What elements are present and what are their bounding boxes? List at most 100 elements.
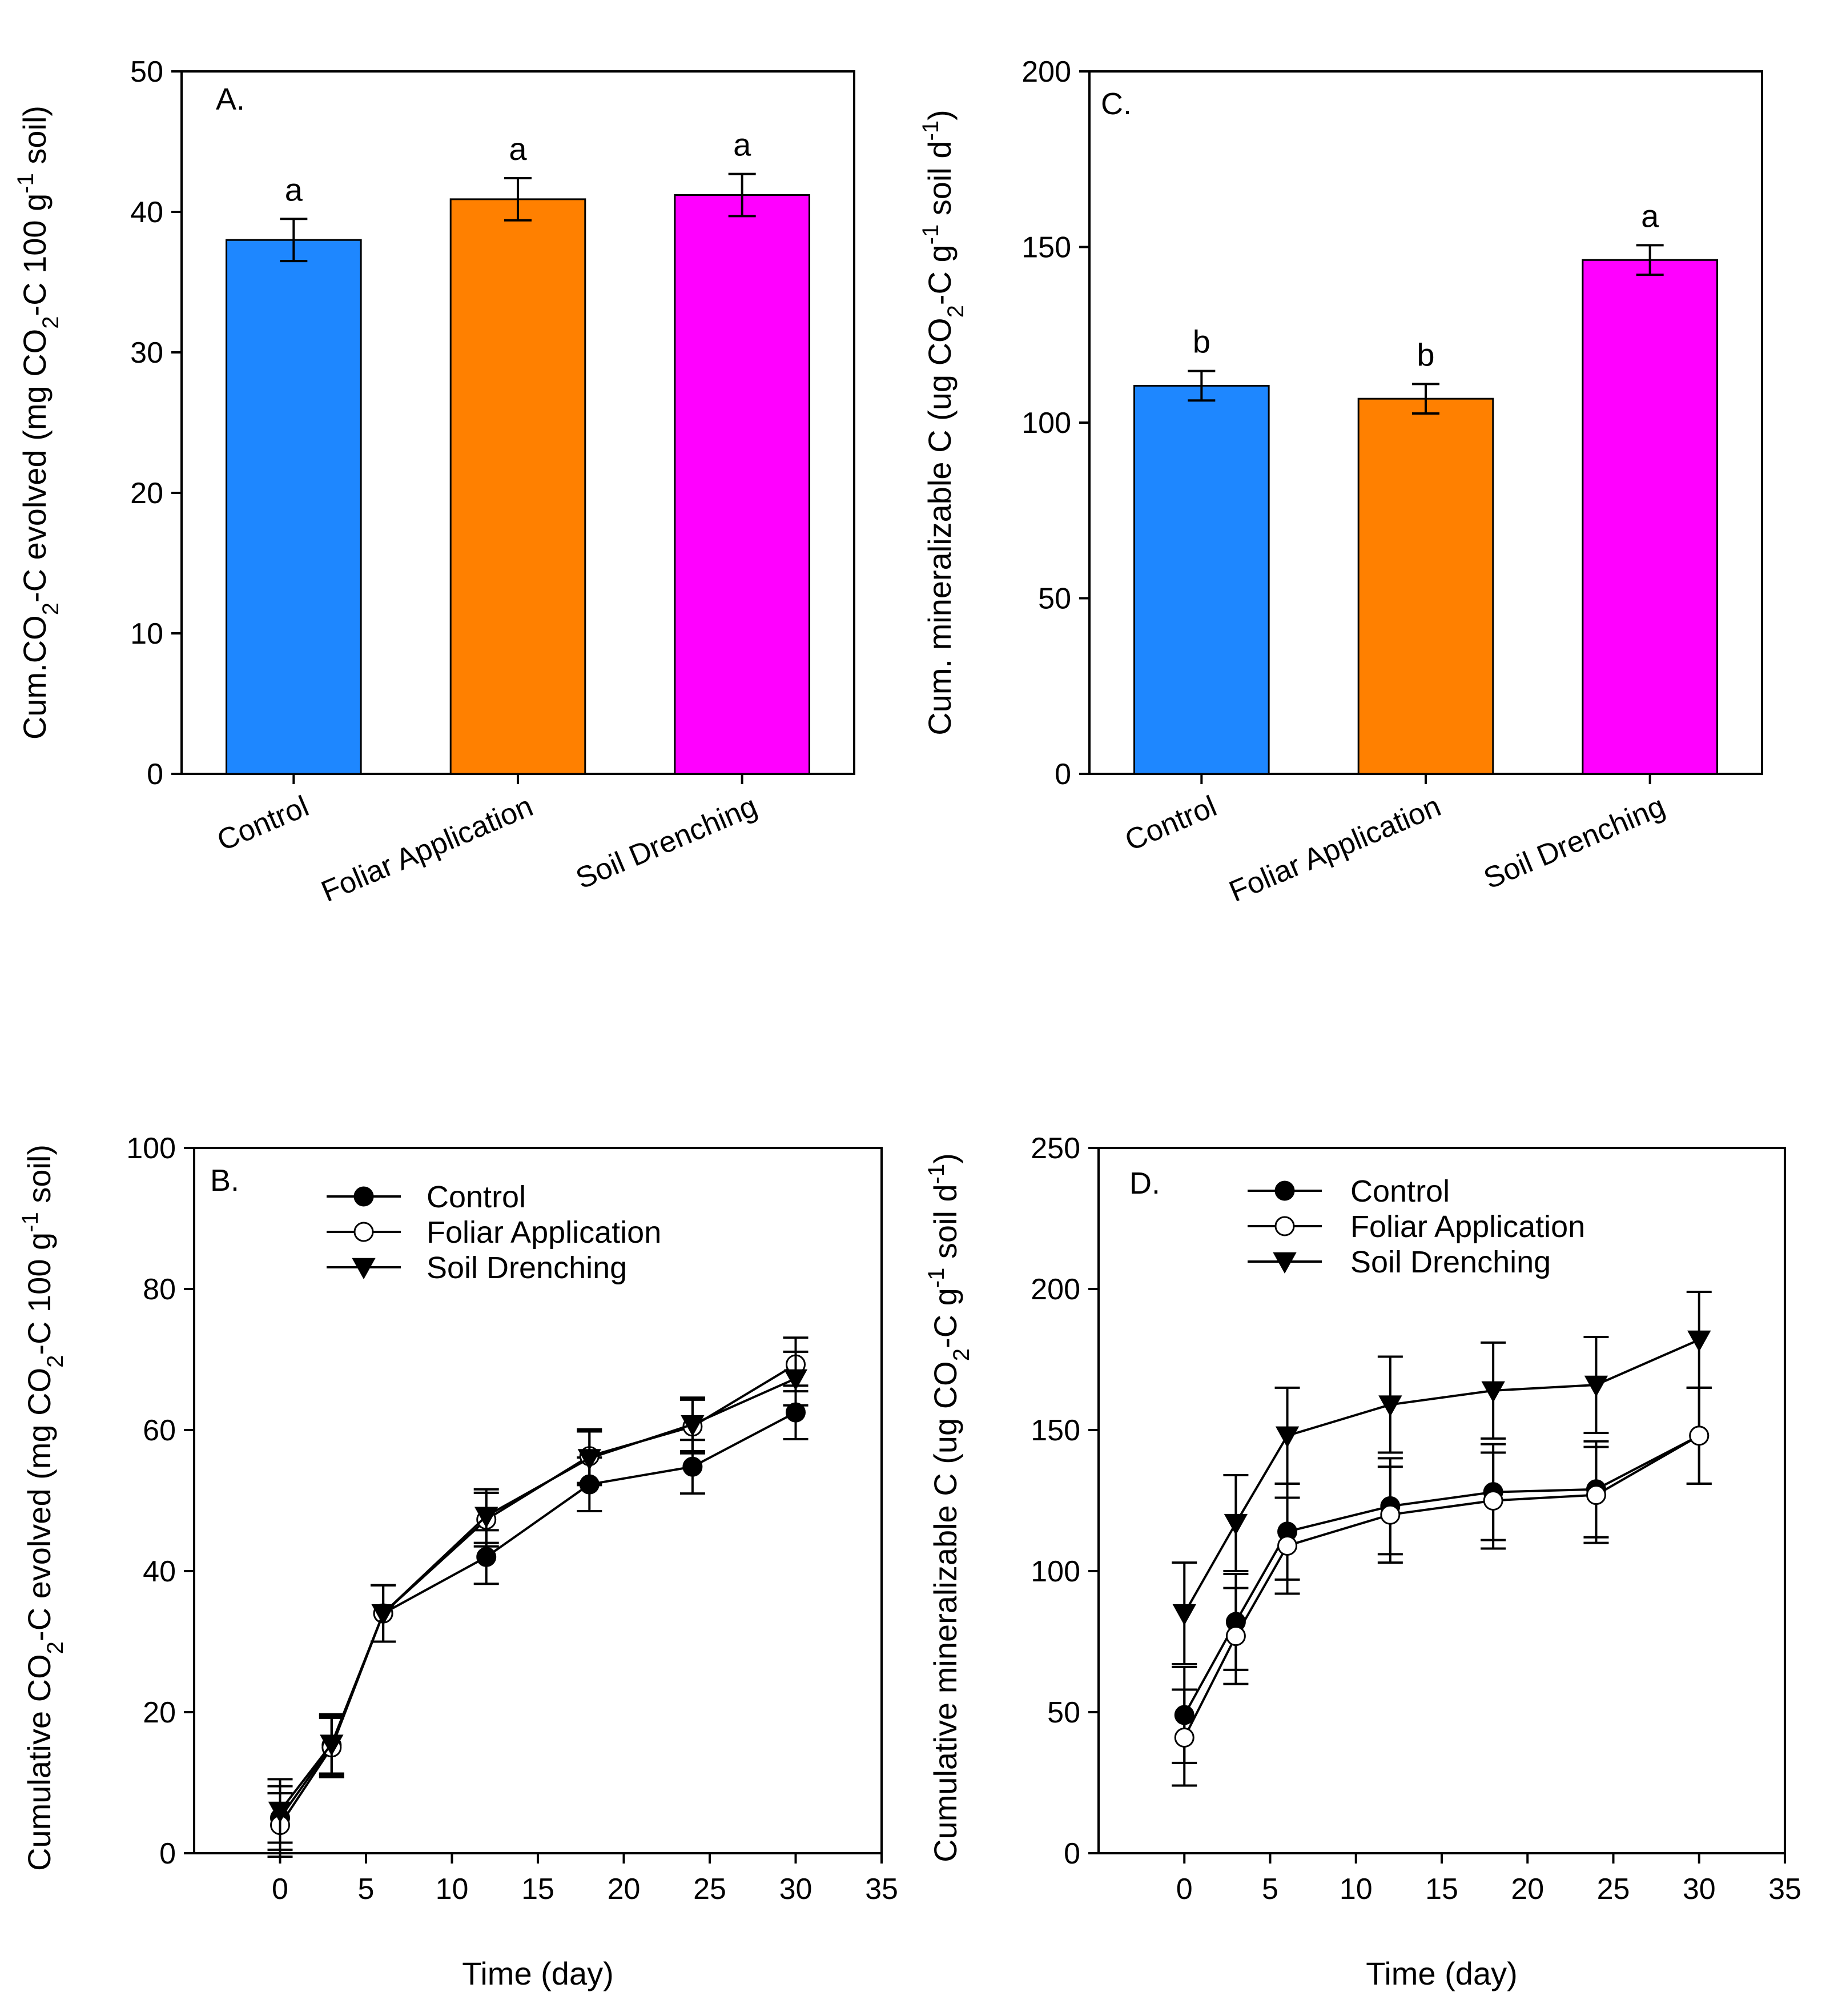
panel-D-y-tick-label-0: 0 [1064, 1837, 1080, 1870]
panel-A-y-tick-label-30: 30 [130, 336, 163, 370]
panel-C-x-tick-label-foliar-application: Foliar Application [1225, 790, 1446, 909]
panel-C-y-tick-label-100: 100 [1021, 407, 1071, 440]
panel-D-y-title-part-2: -C g [927, 1288, 963, 1348]
panel-B-x-tick-label-20: 20 [608, 1873, 641, 1906]
panel-C-y-title-part-5: -1 [918, 121, 943, 141]
panel-B-y-title-part-0: Cumulative CO [21, 1654, 57, 1871]
panel-D-soil-drenching-point-6 [1687, 1330, 1711, 1352]
panel-A-x-tick-label-foliar-application: Foliar Application [317, 790, 538, 909]
panel-B-soil-drenching-point-6 [783, 1369, 808, 1391]
panel-c-bars: b b a [1133, 198, 1718, 775]
panel-D-y-title-part-0: Cumulative mineralizable C (ug CO [927, 1361, 963, 1862]
panel-D-y-tick-label-100: 100 [1031, 1555, 1080, 1588]
panel-C-sig-letter-foliar-application: b [1417, 336, 1434, 372]
panel-D-series-control [1172, 1386, 1712, 1764]
panel-c-label: C. [1101, 87, 1132, 121]
panel-C-y-tick-label-50: 50 [1038, 583, 1071, 616]
panel-c-bar-chart: C. 0 50 100 150 200 Control Foliar Application… [918, 55, 1763, 909]
panel-D-legend-label-control: Control [1350, 1174, 1450, 1208]
panel-D-x-tick-label-10: 10 [1340, 1873, 1373, 1906]
panel-D-y-title-part-1: 2 [949, 1348, 974, 1361]
panel-D-soil-drenching-point-2 [1275, 1426, 1300, 1448]
panel-A-bar-soil-drenching [674, 194, 810, 775]
panel-C-bar-control [1133, 384, 1270, 775]
panel-B-y-tick-label-80: 80 [143, 1273, 176, 1306]
panel-B-legend-marker-soil-drenching [352, 1258, 376, 1280]
panel-A-x-tick-label-soil-drenching: Soil Drenching [571, 790, 762, 896]
panel-D-foliar-application-point-4 [1483, 1491, 1503, 1511]
panel-A-y-title-part-4: -C 100 g [17, 194, 53, 316]
panel-B-y-title-part-6: soil) [21, 1144, 57, 1212]
panel-B-y-title-part-5: -1 [18, 1212, 43, 1232]
panel-D-x-tick-label-30: 30 [1683, 1873, 1716, 1906]
panel-B-soil-drenching-point-0 [268, 1801, 292, 1823]
panel-D-y-title-part-3: -1 [924, 1268, 949, 1288]
panel-a-label: A. [216, 82, 245, 117]
panel-b-x-axis-title: Time (day) [462, 1955, 614, 1991]
panel-C-y-title-part-2: -C g [922, 244, 958, 305]
panel-D-soil-drenching-point-1 [1224, 1513, 1248, 1536]
panel-C-y-title-part-6: ) [922, 110, 958, 121]
panel-B-series-foliar-application [267, 1336, 809, 1858]
panel-B-x-tick-label-30: 30 [779, 1873, 813, 1906]
panel-A-bar-foliar-application [449, 198, 586, 775]
panel-A-x-tick-label-control: Control [212, 790, 313, 858]
panel-D-legend-marker-foliar-application [1274, 1216, 1295, 1236]
panel-D-soil-drenching-point-4 [1481, 1381, 1505, 1403]
panel-D-y-tick-label-50: 50 [1047, 1696, 1080, 1729]
panel-C-x-tick-label-soil-drenching: Soil Drenching [1479, 790, 1670, 896]
panel-B-x-tick-label-35: 35 [865, 1873, 898, 1906]
panel-A-y-title-part-0: Cum.CO [17, 615, 53, 740]
panel-B-control-point-5 [682, 1456, 703, 1477]
panel-b-y-axis-title: Cumulative CO2-C evolved (mg CO2-C 100 g… [18, 1144, 68, 1871]
panel-a-axes: 0 10 20 30 40 50 Control Foliar Application Soil… [130, 55, 762, 909]
panel-B-x-tick-label-10: 10 [436, 1873, 469, 1906]
panel-B-y-title-part-3: 2 [43, 1355, 68, 1368]
panel-d-series [1172, 1290, 1712, 1787]
panel-D-legend-label-foliar-application: Foliar Application [1350, 1210, 1585, 1244]
panel-B-legend-label-control: Control [427, 1180, 526, 1214]
panel-b-label: B. [210, 1163, 239, 1198]
panel-C-y-tick-label-0: 0 [1055, 758, 1071, 791]
panel-C-sig-letter-soil-drenching: a [1641, 198, 1659, 234]
panel-C-bar-foliar-application [1357, 397, 1494, 775]
panel-B-legend-label-soil-drenching: Soil Drenching [427, 1251, 627, 1285]
panel-C-y-title-part-0: Cum. mineralizable C (ug CO [922, 318, 958, 735]
panel-B-series-soil-drenching [267, 1350, 809, 1844]
panel-B-y-tick-label-100: 100 [126, 1132, 176, 1165]
panel-B-y-title-part-2: -C evolved (mg CO [21, 1368, 57, 1641]
panel-D-legend-label-soil-drenching: Soil Drenching [1350, 1245, 1551, 1279]
panel-B-legend-marker-foliar-application [353, 1222, 374, 1242]
panel-D-y-title-part-5: -1 [924, 1164, 949, 1184]
panel-A-sig-letter-foliar-application: a [509, 131, 527, 167]
panel-A-y-tick-label-50: 50 [130, 55, 163, 89]
panel-D-foliar-application-point-5 [1586, 1485, 1606, 1505]
panel-B-x-tick-label-25: 25 [693, 1873, 726, 1906]
panel-B-soil-drenching-point-4 [577, 1449, 601, 1471]
panel-d-y-axis-title: Cumulative mineralizable C (ug CO2-C g-1… [924, 1153, 974, 1862]
panel-B-soil-drenching-point-3 [474, 1507, 498, 1528]
panel-B-y-title-part-4: -C 100 g [21, 1232, 57, 1355]
panel-C-y-title-part-4: soil d [922, 140, 958, 224]
panel-A-sig-letter-control: a [285, 171, 303, 207]
panel-A-y-title-part-5: -1 [13, 173, 38, 194]
panel-D-legend-marker-control [1274, 1180, 1295, 1201]
panel-B-y-tick-label-40: 40 [143, 1555, 176, 1588]
panel-A-y-tick-label-10: 10 [130, 617, 163, 650]
panel-d-label: D. [1129, 1166, 1160, 1200]
panel-D-foliar-application-point-2 [1277, 1536, 1298, 1556]
panel-B-x-tick-label-0: 0 [272, 1873, 288, 1906]
panel-C-y-title-part-3: -1 [918, 224, 943, 245]
panel-B-series-control [267, 1384, 809, 1851]
panel-D-x-tick-label-20: 20 [1511, 1873, 1544, 1906]
panel-d-axes: 0 50 100 150 200 250 0 5 10 15 20 25 30 35 [1031, 1132, 1801, 1906]
panel-B-control-line [279, 1411, 797, 1819]
panel-A-y-tick-label-40: 40 [130, 196, 163, 229]
panel-D-x-tick-label-15: 15 [1425, 1873, 1458, 1906]
panel-d-line-chart: D. 0 50 100 150 200 250 0 5 10 15 20 25 30 35 Control… [924, 1132, 1801, 1991]
panel-A-y-title-part-2: -C evolved (mg CO [17, 329, 53, 603]
panel-D-x-tick-label-35: 35 [1768, 1873, 1801, 1906]
panel-c-y-axis-title: Cum. mineralizable C (ug CO2-C g-1 soil … [918, 110, 968, 736]
panel-B-legend-marker-control [353, 1186, 374, 1207]
